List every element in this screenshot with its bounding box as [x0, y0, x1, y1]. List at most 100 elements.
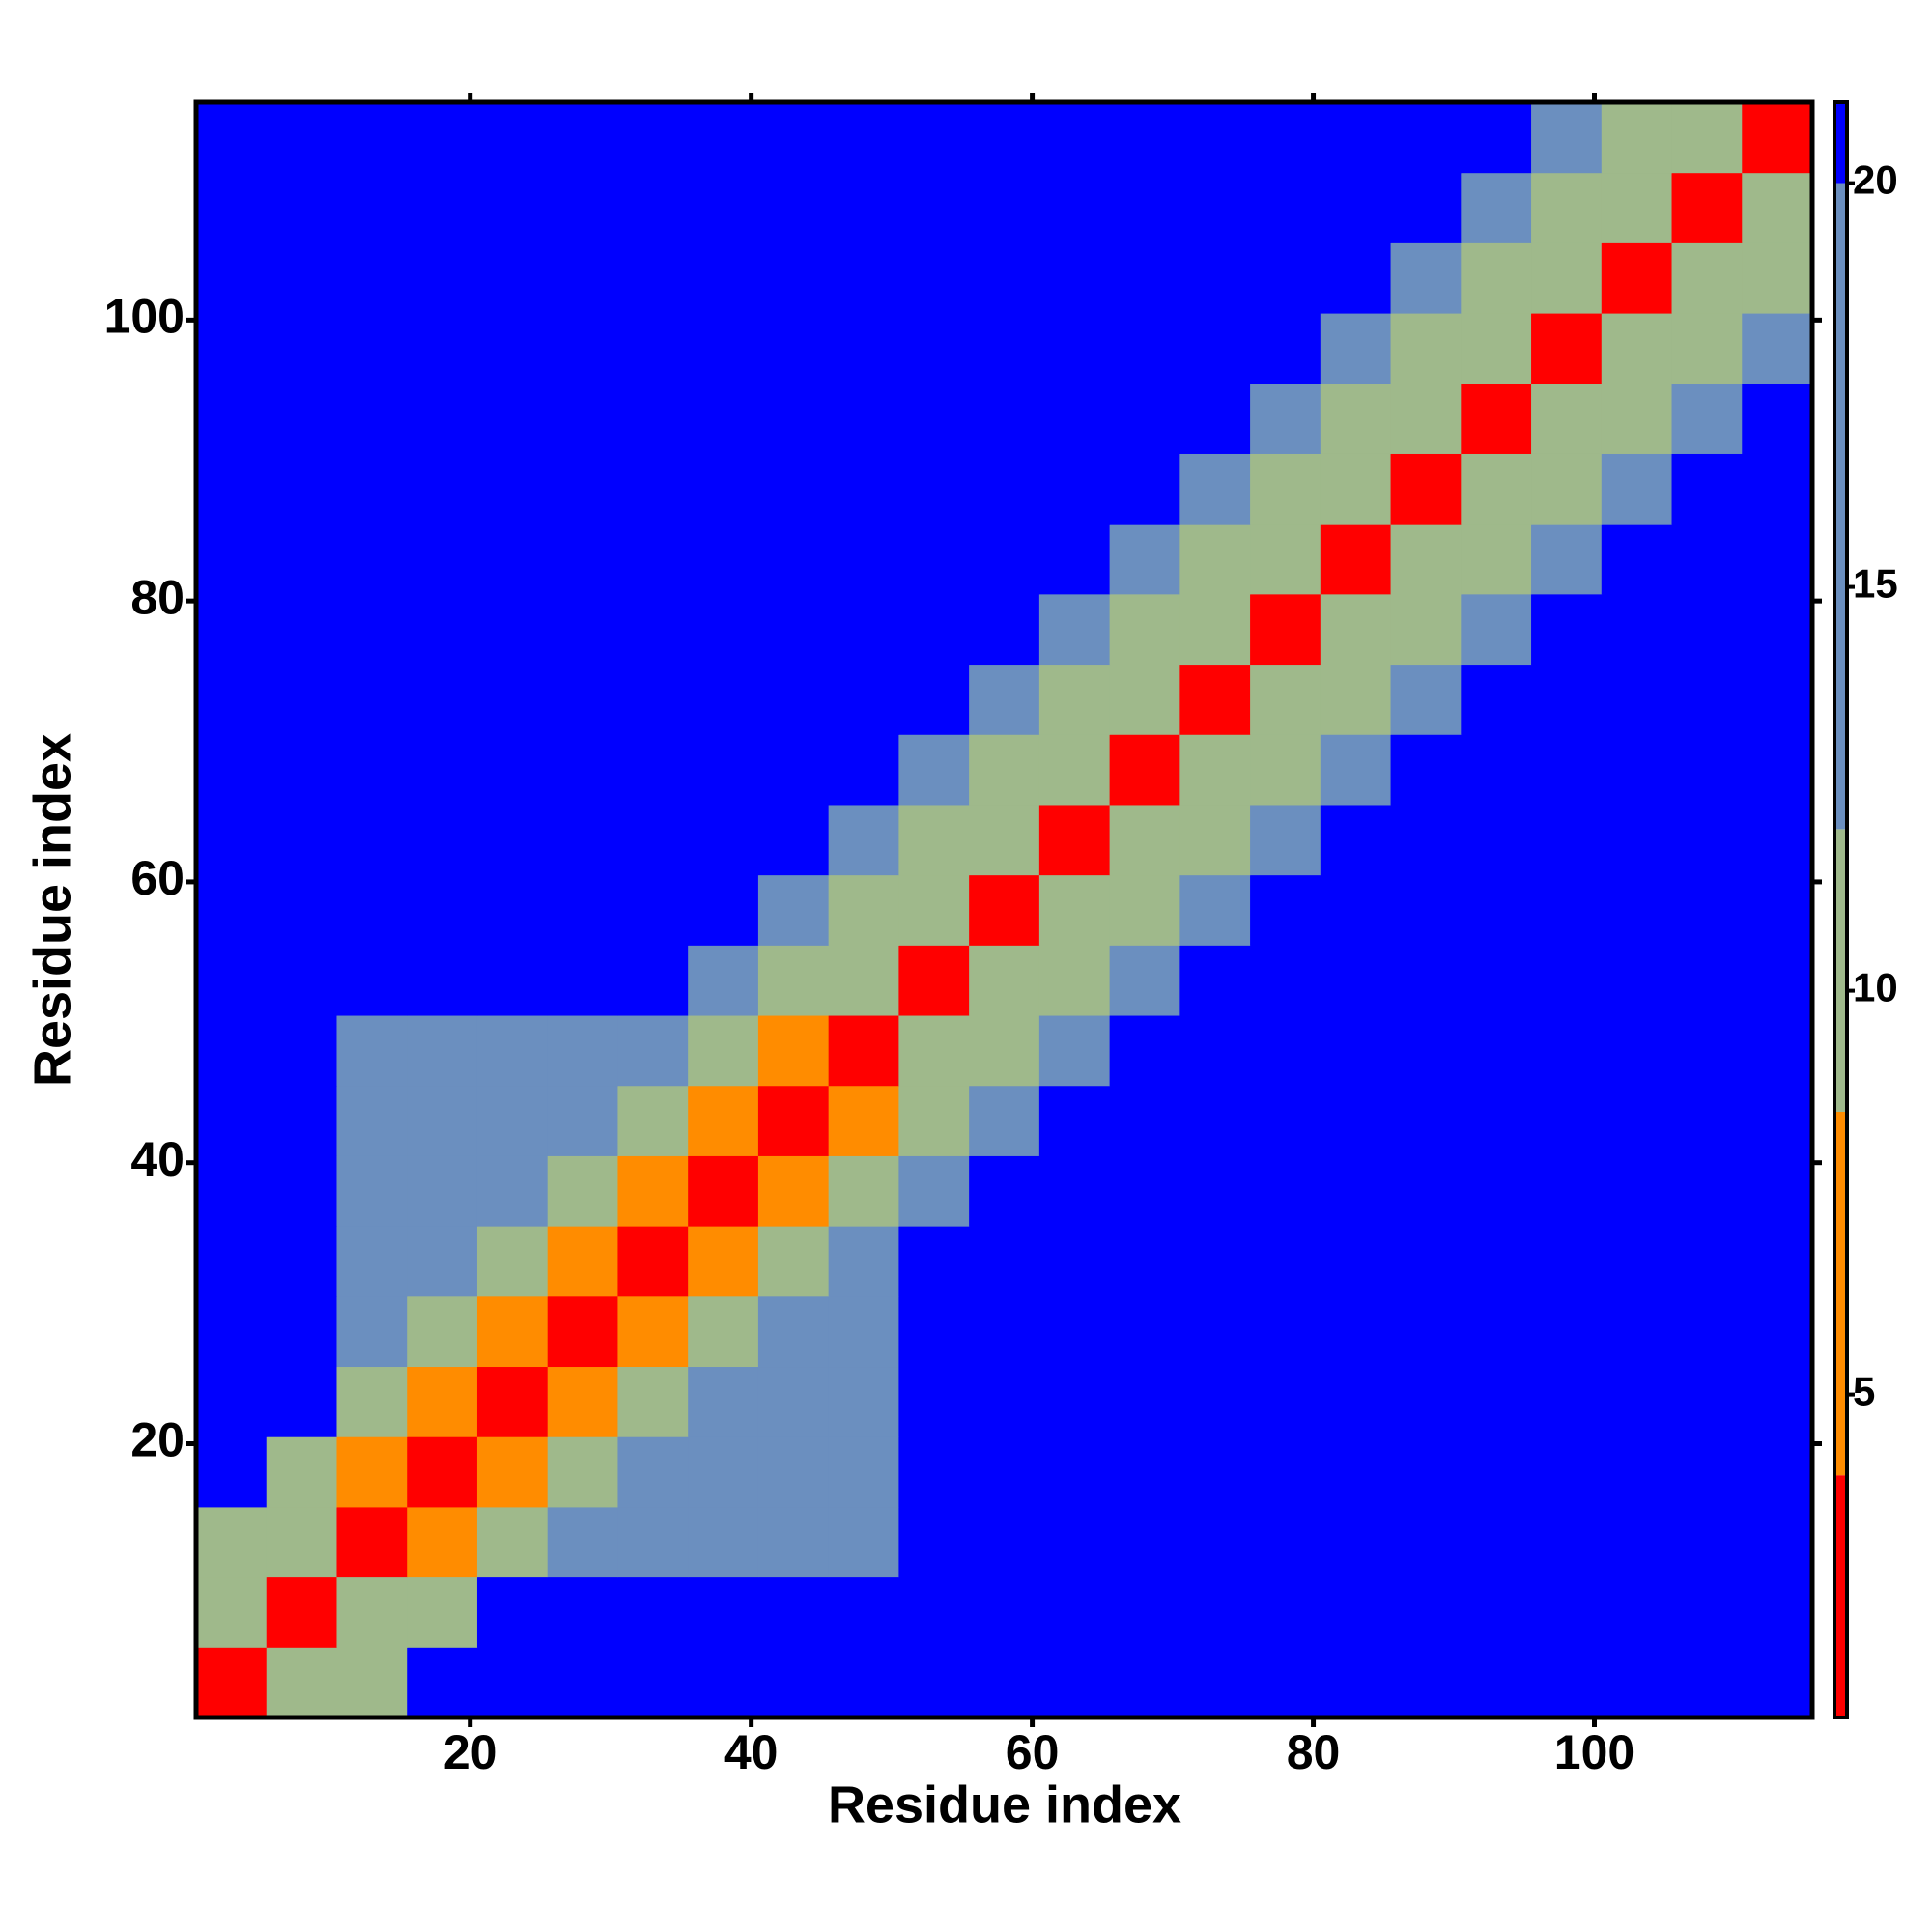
- heatmap-cell: [407, 1647, 478, 1719]
- heatmap-cell: [266, 1647, 337, 1719]
- heatmap-cell: [547, 242, 618, 314]
- heatmap-cell: [336, 664, 408, 735]
- heatmap-cell: [1179, 804, 1251, 876]
- heatmap-cell: [336, 945, 408, 1016]
- heatmap-cell: [1250, 453, 1321, 525]
- colorbar-segment: [1834, 1112, 1847, 1476]
- heatmap-cell: [336, 383, 408, 454]
- heatmap-cell: [688, 804, 759, 876]
- heatmap-cell: [1742, 1366, 1813, 1437]
- heatmap-cell: [969, 172, 1040, 243]
- heatmap-cell: [266, 734, 337, 806]
- heatmap-cell: [1179, 242, 1251, 314]
- heatmap-cell: [336, 874, 408, 946]
- heatmap-cell: [547, 1015, 618, 1087]
- heatmap-cell: [1601, 1226, 1673, 1297]
- heatmap-cell: [1320, 1506, 1392, 1578]
- heatmap-cell: [757, 1506, 830, 1578]
- heatmap-cell: [898, 1647, 970, 1719]
- heatmap-cell: [1179, 524, 1251, 595]
- heatmap-cell: [1742, 734, 1813, 806]
- heatmap-cell: [1461, 945, 1532, 1016]
- heatmap-cell: [969, 804, 1040, 876]
- heatmap-cell: [407, 664, 478, 735]
- heatmap-cell: [1390, 1366, 1462, 1437]
- heatmap-cell: [898, 593, 970, 666]
- heatmap-cell: [617, 453, 689, 525]
- heatmap-cell: [1179, 172, 1251, 243]
- heatmap-cell: [1038, 1577, 1111, 1648]
- heatmap-cell: [757, 874, 830, 946]
- heatmap-cell: [757, 383, 830, 454]
- y-tick-label: 80: [130, 570, 185, 624]
- heatmap-cell: [547, 1085, 618, 1156]
- heatmap-cell: [476, 1647, 549, 1719]
- heatmap-cell: [1320, 1436, 1392, 1508]
- colorbar-segment: [1834, 1475, 1847, 1718]
- heatmap-cell: [828, 102, 899, 174]
- heatmap-cell: [1109, 102, 1180, 174]
- heatmap-cell: [1742, 1226, 1813, 1297]
- heatmap-cell: [407, 383, 478, 454]
- heatmap-cell: [1320, 1366, 1392, 1437]
- heatmap-cell: [1390, 1577, 1462, 1648]
- heatmap-cell: [1320, 1155, 1392, 1227]
- heatmap-cell: [1250, 1015, 1321, 1087]
- heatmap-cell: [898, 1366, 970, 1437]
- heatmap-cell: [1461, 313, 1532, 384]
- heatmap-cell: [617, 1085, 689, 1156]
- heatmap-cell: [1109, 1085, 1180, 1156]
- heatmap-cell: [757, 1295, 830, 1368]
- y-axis-label: Residue index: [23, 733, 81, 1087]
- heatmap-cell: [407, 734, 478, 806]
- heatmap-cell: [196, 804, 268, 876]
- heatmap-cell: [757, 1085, 830, 1156]
- heatmap-cell: [688, 1577, 759, 1648]
- heatmap-cell: [407, 1295, 478, 1368]
- heatmap-cell: [1179, 1295, 1251, 1368]
- heatmap-cell: [898, 1436, 970, 1508]
- heatmap-cell: [476, 524, 549, 595]
- heatmap-cell: [1038, 593, 1111, 666]
- heatmap-cell: [1671, 945, 1743, 1016]
- heatmap-cell: [617, 804, 689, 876]
- heatmap-cell: [336, 1155, 408, 1227]
- heatmap-cell: [1671, 524, 1743, 595]
- heatmap-cell: [1531, 874, 1603, 946]
- y-tick-label: 100: [104, 290, 185, 344]
- heatmap-cell: [1179, 1436, 1251, 1508]
- heatmap-cell: [828, 804, 899, 876]
- heatmap-cell: [1109, 945, 1180, 1016]
- heatmap-cell: [1671, 804, 1743, 876]
- heatmap-cell: [617, 874, 689, 946]
- heatmap-cell: [1250, 102, 1321, 174]
- heatmap-cell: [1250, 734, 1321, 806]
- heatmap-cell: [898, 945, 970, 1016]
- heatmap-cell: [1601, 874, 1673, 946]
- heatmap-cell: [757, 1577, 830, 1648]
- heatmap-cell: [1601, 945, 1673, 1016]
- heatmap-cell: [336, 1577, 408, 1648]
- heatmap-cell: [547, 1577, 618, 1648]
- heatmap-cell: [547, 664, 618, 735]
- y-tick-label: 20: [130, 1413, 185, 1467]
- heatmap-cell: [196, 1295, 268, 1368]
- heatmap-cell: [266, 804, 337, 876]
- heatmap-cell: [1109, 734, 1180, 806]
- heatmap-cell: [1250, 524, 1321, 595]
- heatmap-cell: [757, 1366, 830, 1437]
- heatmap-cell: [688, 1436, 759, 1508]
- heatmap-cell: [1250, 172, 1321, 243]
- heatmap-cell: [266, 1506, 337, 1578]
- heatmap-cell: [266, 453, 337, 525]
- heatmap-cell: [1390, 1155, 1462, 1227]
- heatmap-cell: [1601, 1155, 1673, 1227]
- heatmap-cell: [336, 804, 408, 876]
- heatmap-cell: [266, 1015, 337, 1087]
- heatmap-cell: [547, 1226, 618, 1297]
- heatmap-cell: [1742, 1506, 1813, 1578]
- heatmap-cell: [1461, 102, 1532, 174]
- heatmap-cell: [196, 1015, 268, 1087]
- heatmap-cell: [688, 1506, 759, 1578]
- colorbar-tick-label: 20: [1853, 157, 1898, 203]
